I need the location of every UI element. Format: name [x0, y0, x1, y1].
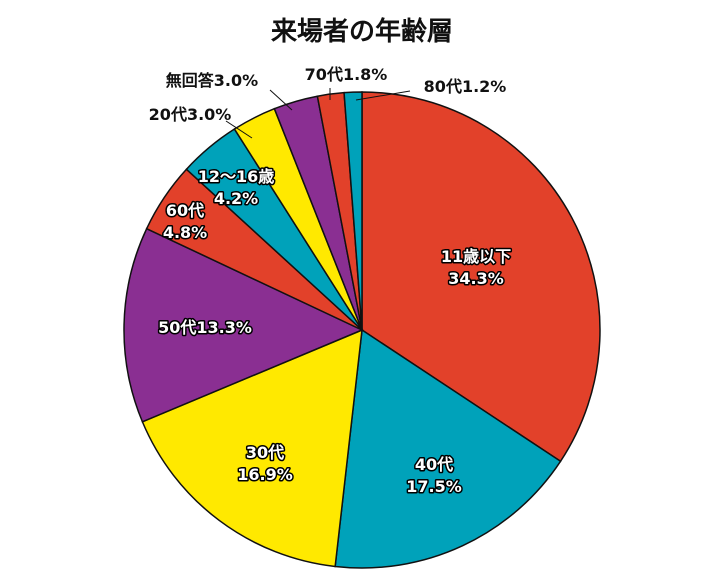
slice-label: 70代1.8% [305, 65, 388, 84]
chart-title: 来場者の年齢層 [271, 16, 453, 47]
pie-slice [141, 328, 363, 568]
slice-label: 80代1.2% [424, 77, 507, 96]
leader-lines [225, 88, 411, 139]
slice-label: 11歳以下 34.3% [441, 247, 511, 288]
pie-slice [343, 91, 363, 331]
slice-label: 60代 4.8% [163, 201, 207, 242]
pie-slice [334, 328, 562, 569]
slice-label: 20代3.0% [149, 105, 232, 124]
slice-label: 30代 16.9% [237, 443, 293, 484]
slice-labels: 11歳以下 34.3% 40代 17.5% 30代 16.9% 50代13.3% 60代 4.8… [149, 65, 513, 498]
leader-line [269, 89, 293, 111]
leader-line [225, 120, 253, 139]
slice-label: 40代 17.5% [406, 455, 462, 496]
slice-label: 無回答3.0% [166, 71, 258, 90]
pie-slices [123, 91, 601, 569]
leader-line [355, 90, 411, 101]
pie-slice [123, 227, 364, 423]
slice-label: 50代13.3% [158, 318, 252, 337]
slice-label: 12〜16歳 4.2% [198, 167, 275, 208]
